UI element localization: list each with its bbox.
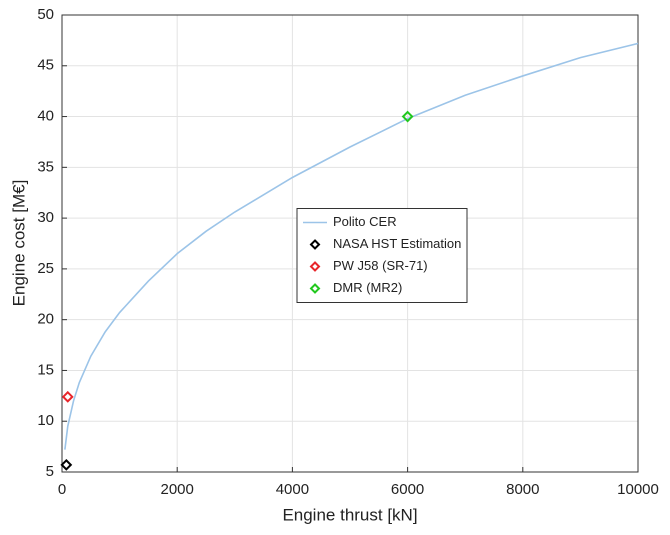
y-axis-label: Engine cost [M€] (9, 180, 28, 307)
legend-marker (309, 261, 321, 272)
x-tick-label: 4000 (276, 481, 309, 498)
legend-label: Polito CER (333, 214, 397, 229)
y-tick-label: 35 (37, 158, 54, 175)
legend: Polito CER NASA HST Estimation PW J58 (SR-… (296, 208, 468, 303)
y-tick-label: 30 (37, 209, 54, 226)
data-point (60, 458, 73, 471)
y-tick-label: 45 (37, 57, 54, 74)
data-point (61, 390, 74, 403)
x-axis-label: Engine thrust [kN] (282, 505, 417, 524)
x-tick-label: 6000 (391, 481, 424, 498)
y-tick-label: 10 (37, 412, 54, 429)
plot-frame (61, 14, 639, 473)
legend-label: DMR (MR2) (333, 280, 402, 295)
legend-label: NASA HST Estimation (333, 236, 461, 251)
y-tick-label: 5 (46, 463, 54, 480)
legend-marker (309, 283, 321, 294)
x-tick-label: 2000 (161, 481, 194, 498)
x-tick-label: 10000 (617, 481, 659, 498)
y-tick-label: 25 (37, 260, 54, 277)
legend-marker (309, 239, 321, 250)
y-tick-label: 20 (37, 311, 54, 328)
y-tick-label: 15 (37, 361, 54, 378)
x-tick-label: 0 (58, 481, 66, 498)
y-tick-label: 50 (37, 6, 54, 23)
legend-label: PW J58 (SR-71) (333, 258, 428, 273)
legend-box (296, 208, 468, 303)
x-tick-label: 8000 (506, 481, 539, 498)
y-tick-label: 40 (37, 108, 54, 125)
data-point (401, 110, 414, 123)
series-line (64, 42, 639, 450)
